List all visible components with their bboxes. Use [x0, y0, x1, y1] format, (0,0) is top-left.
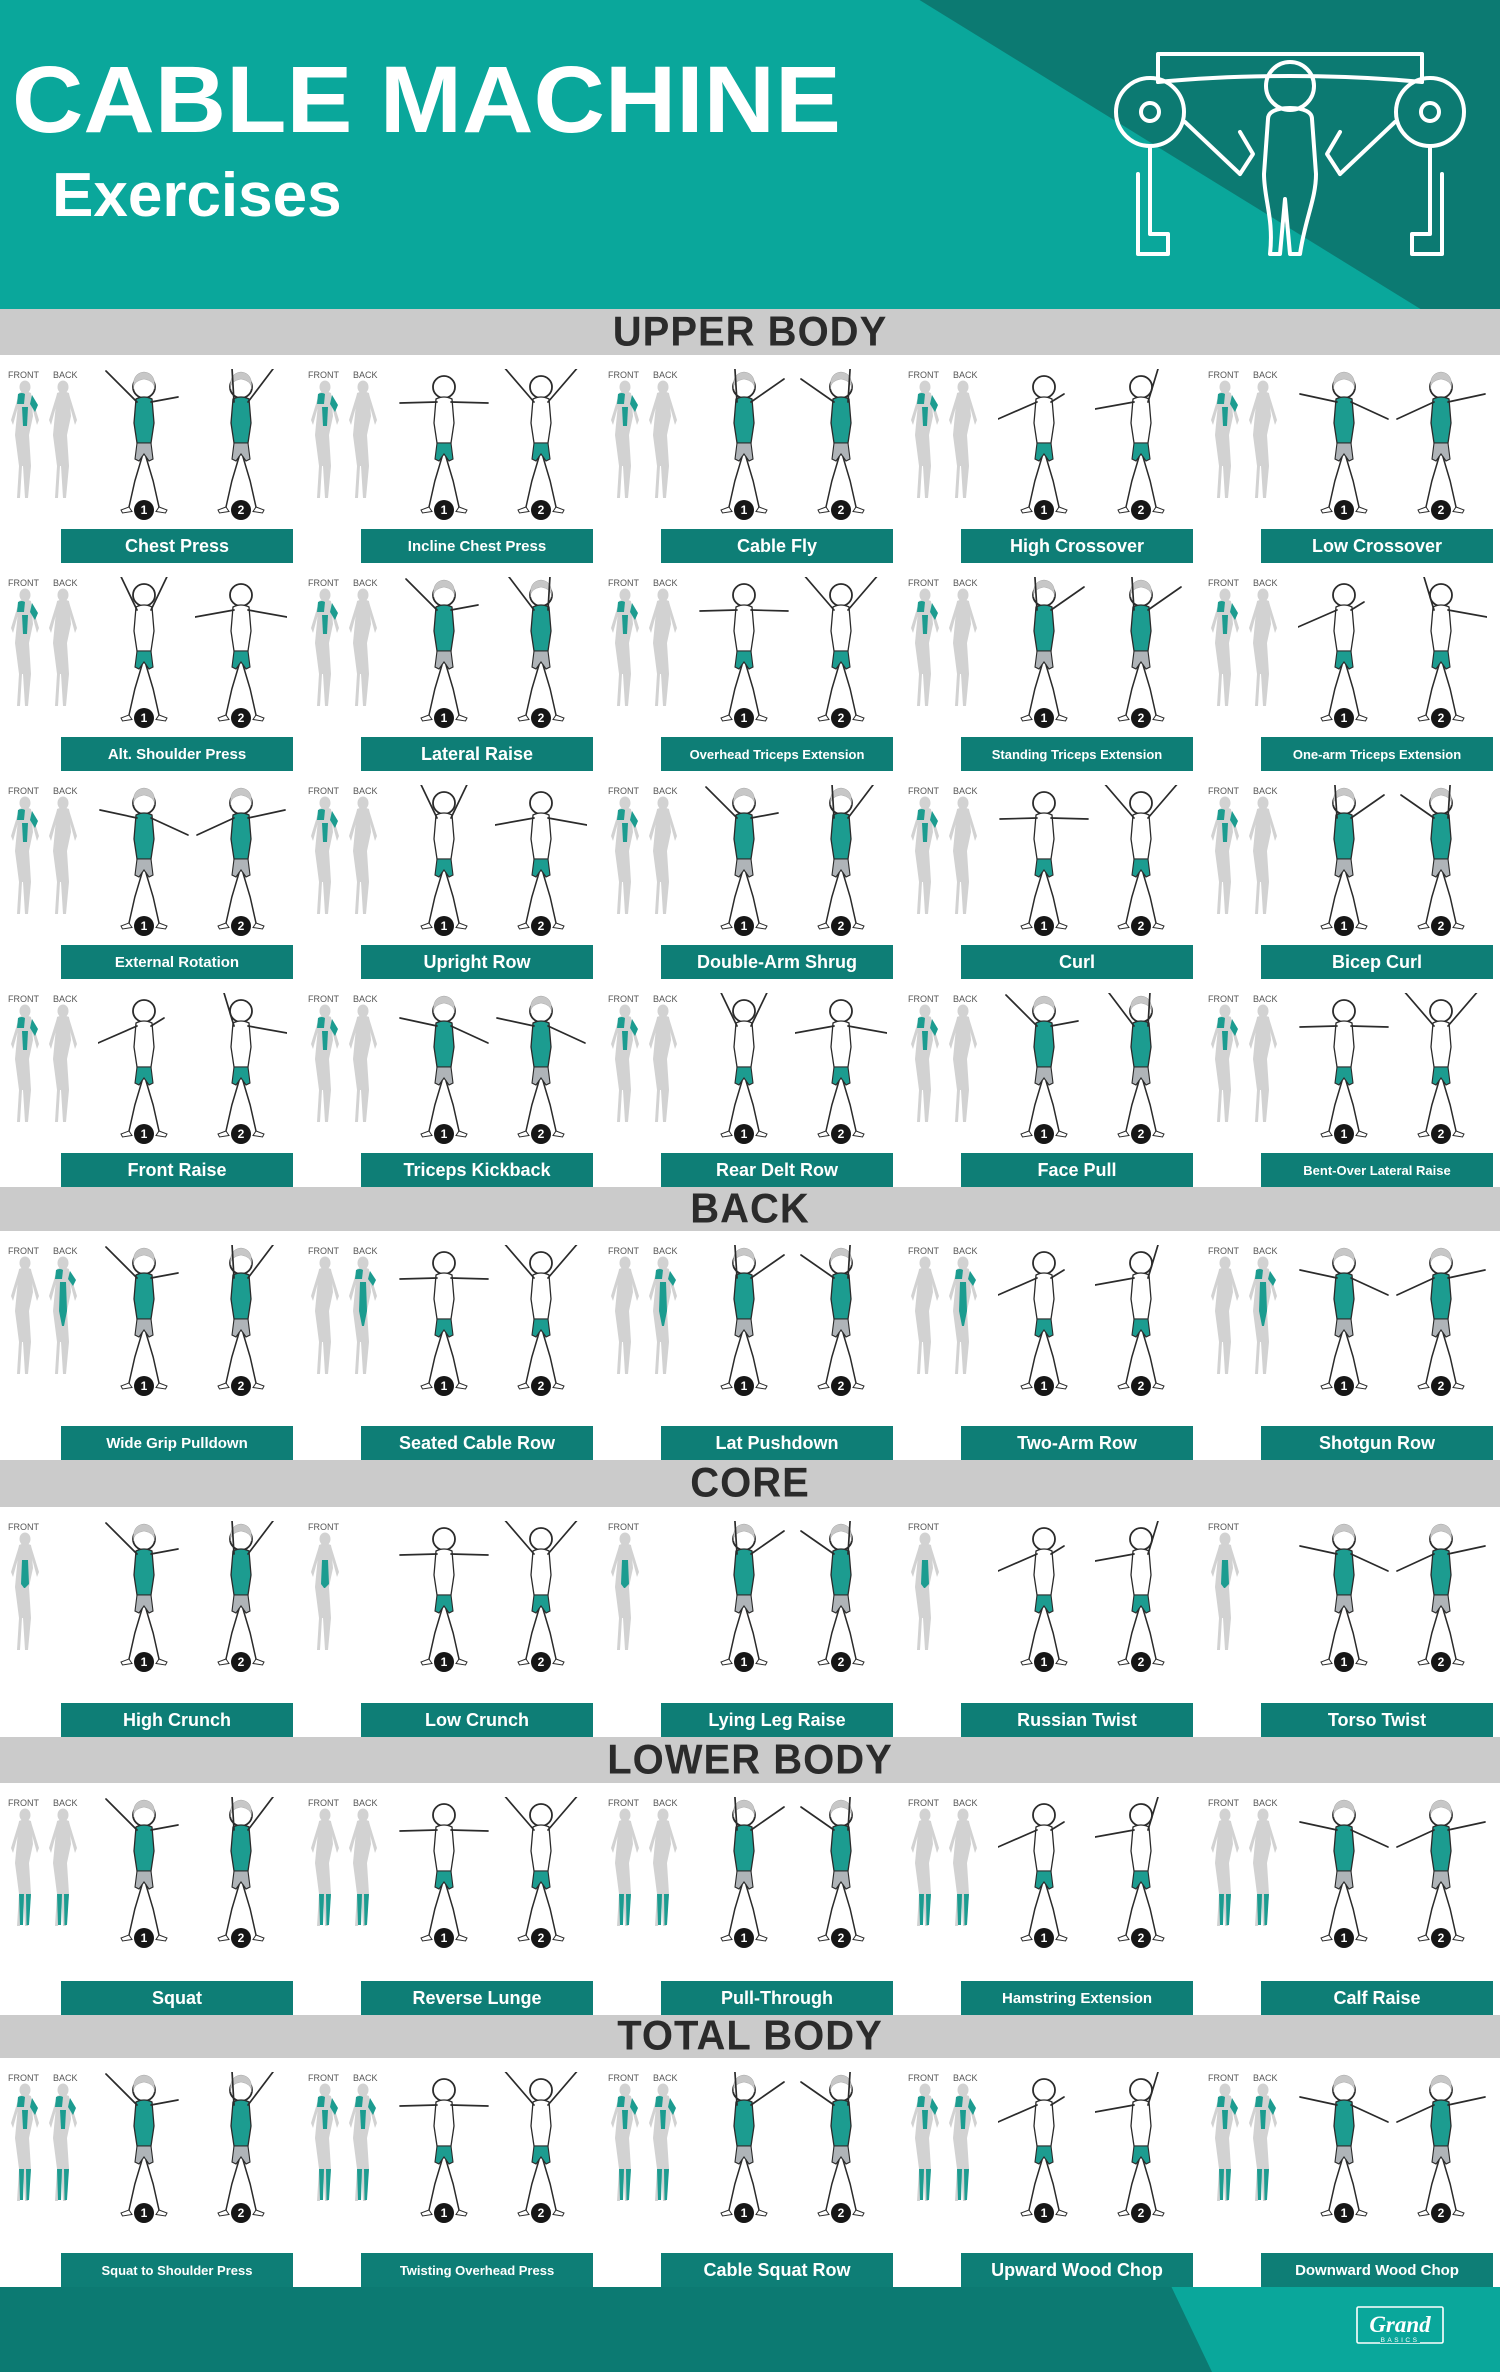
svg-text:FRONT: FRONT	[308, 786, 339, 796]
svg-text:BACK: BACK	[353, 786, 378, 796]
svg-text:FRONT: FRONT	[608, 786, 639, 796]
svg-text:FRONT: FRONT	[8, 370, 39, 380]
svg-text:FRONT: FRONT	[308, 1522, 339, 1532]
svg-text:FRONT: FRONT	[308, 1246, 339, 1256]
svg-text:BACK: BACK	[653, 370, 678, 380]
svg-text:BACK: BACK	[953, 370, 978, 380]
svg-text:FRONT: FRONT	[608, 1246, 639, 1256]
svg-text:FRONT: FRONT	[908, 578, 939, 588]
svg-text:BACK: BACK	[53, 994, 78, 1004]
svg-text:BACK: BACK	[1253, 994, 1278, 1004]
svg-text:FRONT: FRONT	[8, 1246, 39, 1256]
svg-text:BACK: BACK	[53, 2073, 78, 2083]
svg-text:FRONT: FRONT	[8, 578, 39, 588]
svg-text:BACK: BACK	[353, 994, 378, 1004]
svg-text:FRONT: FRONT	[1208, 2073, 1239, 2083]
svg-text:BACK: BACK	[953, 1798, 978, 1808]
svg-text:FRONT: FRONT	[308, 2073, 339, 2083]
svg-text:BACK: BACK	[353, 1246, 378, 1256]
svg-text:FRONT: FRONT	[608, 370, 639, 380]
svg-text:FRONT: FRONT	[908, 1798, 939, 1808]
svg-text:FRONT: FRONT	[608, 1522, 639, 1532]
svg-text:BACK: BACK	[953, 2073, 978, 2083]
svg-text:FRONT: FRONT	[908, 1522, 939, 1532]
svg-text:BACK: BACK	[653, 578, 678, 588]
svg-text:BACK: BACK	[353, 578, 378, 588]
svg-text:BACK: BACK	[1253, 370, 1278, 380]
svg-text:BACK: BACK	[353, 2073, 378, 2083]
svg-text:BACK: BACK	[53, 786, 78, 796]
svg-text:BACK: BACK	[653, 1246, 678, 1256]
svg-text:BACK: BACK	[1253, 786, 1278, 796]
svg-text:BACK: BACK	[653, 786, 678, 796]
svg-text:FRONT: FRONT	[308, 994, 339, 1004]
svg-text:FRONT: FRONT	[8, 1522, 39, 1532]
svg-text:FRONT: FRONT	[8, 994, 39, 1004]
svg-text:BACK: BACK	[53, 578, 78, 588]
svg-text:FRONT: FRONT	[608, 994, 639, 1004]
svg-text:FRONT: FRONT	[8, 1798, 39, 1808]
svg-text:BACK: BACK	[953, 786, 978, 796]
svg-text:FRONT: FRONT	[608, 1798, 639, 1808]
svg-text:FRONT: FRONT	[308, 578, 339, 588]
svg-text:FRONT: FRONT	[1208, 578, 1239, 588]
svg-text:FRONT: FRONT	[308, 370, 339, 380]
svg-text:BACK: BACK	[653, 1798, 678, 1808]
svg-text:BACK: BACK	[653, 2073, 678, 2083]
svg-text:FRONT: FRONT	[908, 370, 939, 380]
svg-text:BACK: BACK	[353, 370, 378, 380]
svg-text:FRONT: FRONT	[1208, 370, 1239, 380]
svg-text:BACK: BACK	[353, 1798, 378, 1808]
svg-text:FRONT: FRONT	[1208, 1246, 1239, 1256]
svg-text:FRONT: FRONT	[908, 994, 939, 1004]
svg-text:FRONT: FRONT	[8, 786, 39, 796]
svg-text:FRONT: FRONT	[1208, 1522, 1239, 1532]
svg-text:FRONT: FRONT	[908, 1246, 939, 1256]
svg-text:FRONT: FRONT	[908, 786, 939, 796]
svg-text:BACK: BACK	[953, 994, 978, 1004]
svg-text:BACK: BACK	[953, 1246, 978, 1256]
svg-text:FRONT: FRONT	[1208, 1798, 1239, 1808]
svg-text:BACK: BACK	[1253, 578, 1278, 588]
svg-text:FRONT: FRONT	[608, 2073, 639, 2083]
svg-text:FRONT: FRONT	[8, 2073, 39, 2083]
svg-text:FRONT: FRONT	[308, 1798, 339, 1808]
svg-text:Grand: Grand	[1369, 2312, 1431, 2337]
svg-text:FRONT: FRONT	[908, 2073, 939, 2083]
svg-text:BACK: BACK	[653, 994, 678, 1004]
svg-text:BACK: BACK	[53, 370, 78, 380]
svg-text:BASICS: BASICS	[1381, 2337, 1420, 2344]
svg-text:BACK: BACK	[1253, 1798, 1278, 1808]
svg-text:BACK: BACK	[53, 1798, 78, 1808]
svg-text:BACK: BACK	[953, 578, 978, 588]
svg-text:FRONT: FRONT	[1208, 786, 1239, 796]
svg-text:FRONT: FRONT	[1208, 994, 1239, 1004]
svg-text:BACK: BACK	[53, 1246, 78, 1256]
svg-text:FRONT: FRONT	[608, 578, 639, 588]
svg-text:BACK: BACK	[1253, 1246, 1278, 1256]
svg-text:BACK: BACK	[1253, 2073, 1278, 2083]
